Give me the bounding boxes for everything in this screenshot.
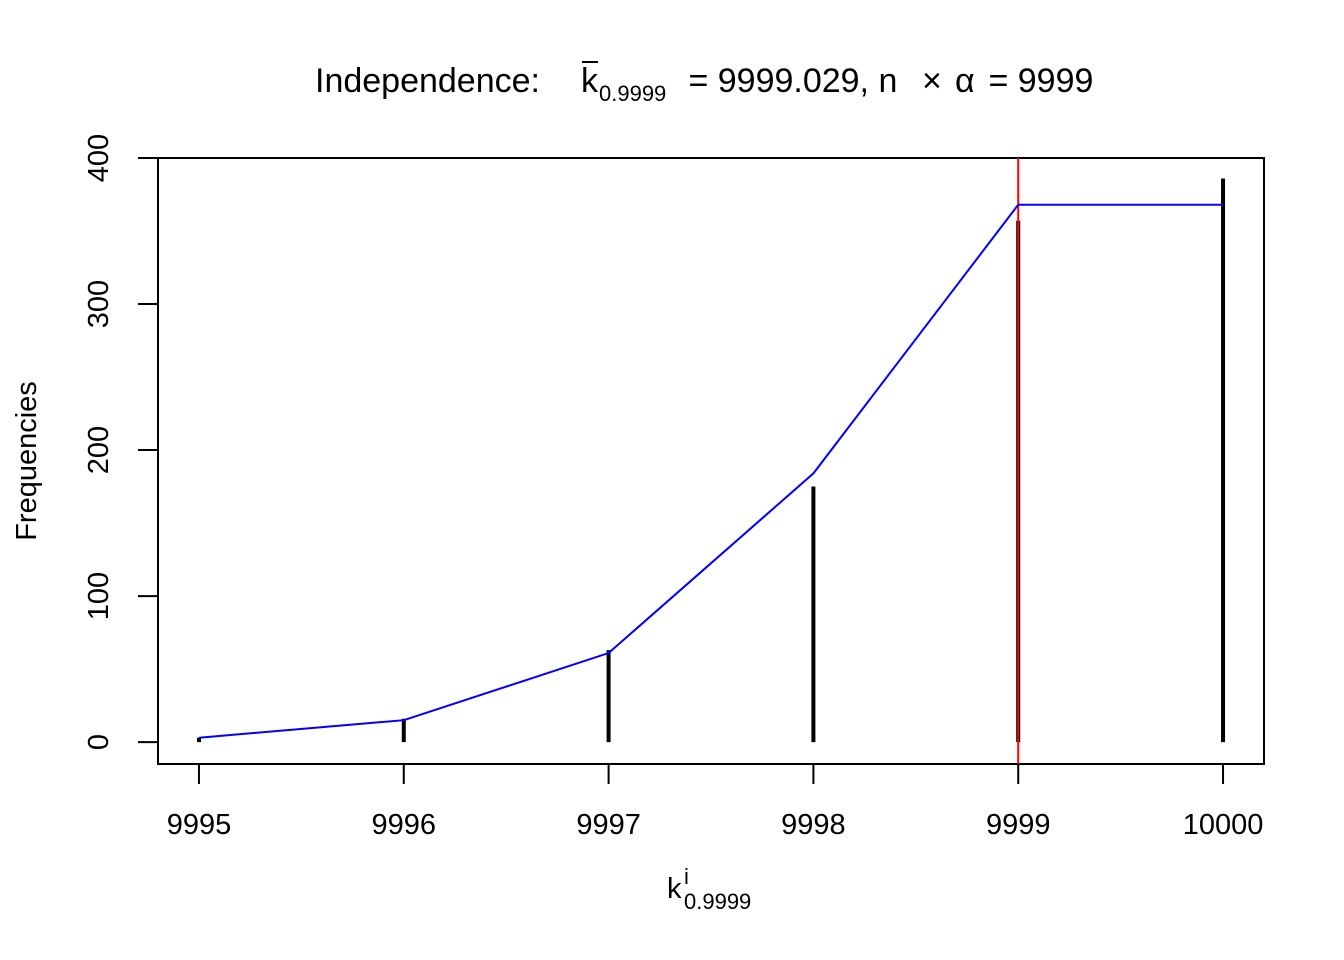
x-axis-label: k i 0.9999: [667, 864, 751, 914]
expected-line: [198, 203, 1224, 739]
title-suffix: = 9999: [979, 62, 1093, 100]
x-tick-label: 9996: [372, 809, 437, 841]
frequency-bars: [196, 178, 1226, 743]
x-tick-label: 9995: [167, 809, 232, 841]
y-axis-label: Frequencies: [11, 381, 43, 541]
y-tick-label: 200: [83, 426, 115, 474]
y-axis: 0 100 200 300 400: [83, 134, 159, 750]
y-tick-label: 100: [83, 572, 115, 620]
x-axis: 9995 9996 9997 9998 9999 10000: [167, 763, 1264, 841]
y-tick-label: 300: [83, 280, 115, 328]
x-label-subscript: 0.9999: [684, 889, 751, 914]
x-tick-label: 9998: [781, 809, 846, 841]
x-tick-label: 9997: [576, 809, 641, 841]
title-prefix: Independence:: [315, 62, 549, 100]
title-kbar-subscript: 0.9999: [599, 81, 666, 106]
title-alpha: α: [955, 62, 975, 100]
plot-frame: [157, 157, 1265, 765]
x-label-base: k: [667, 873, 682, 905]
title-kbar: k: [581, 62, 599, 100]
y-tick-label: 400: [83, 134, 115, 182]
x-tick-label: 9999: [986, 809, 1051, 841]
x-label-superscript: i: [684, 864, 689, 889]
x-tick-label: 10000: [1183, 809, 1264, 841]
y-tick-label: 0: [83, 734, 115, 750]
title-mid: = 9999.029, n: [679, 62, 897, 100]
title-times: ×: [922, 62, 942, 100]
chart-title: Independence: k 0.9999 = 9999.029, n × α…: [315, 61, 1093, 106]
expected-line-group: [198, 203, 1224, 739]
